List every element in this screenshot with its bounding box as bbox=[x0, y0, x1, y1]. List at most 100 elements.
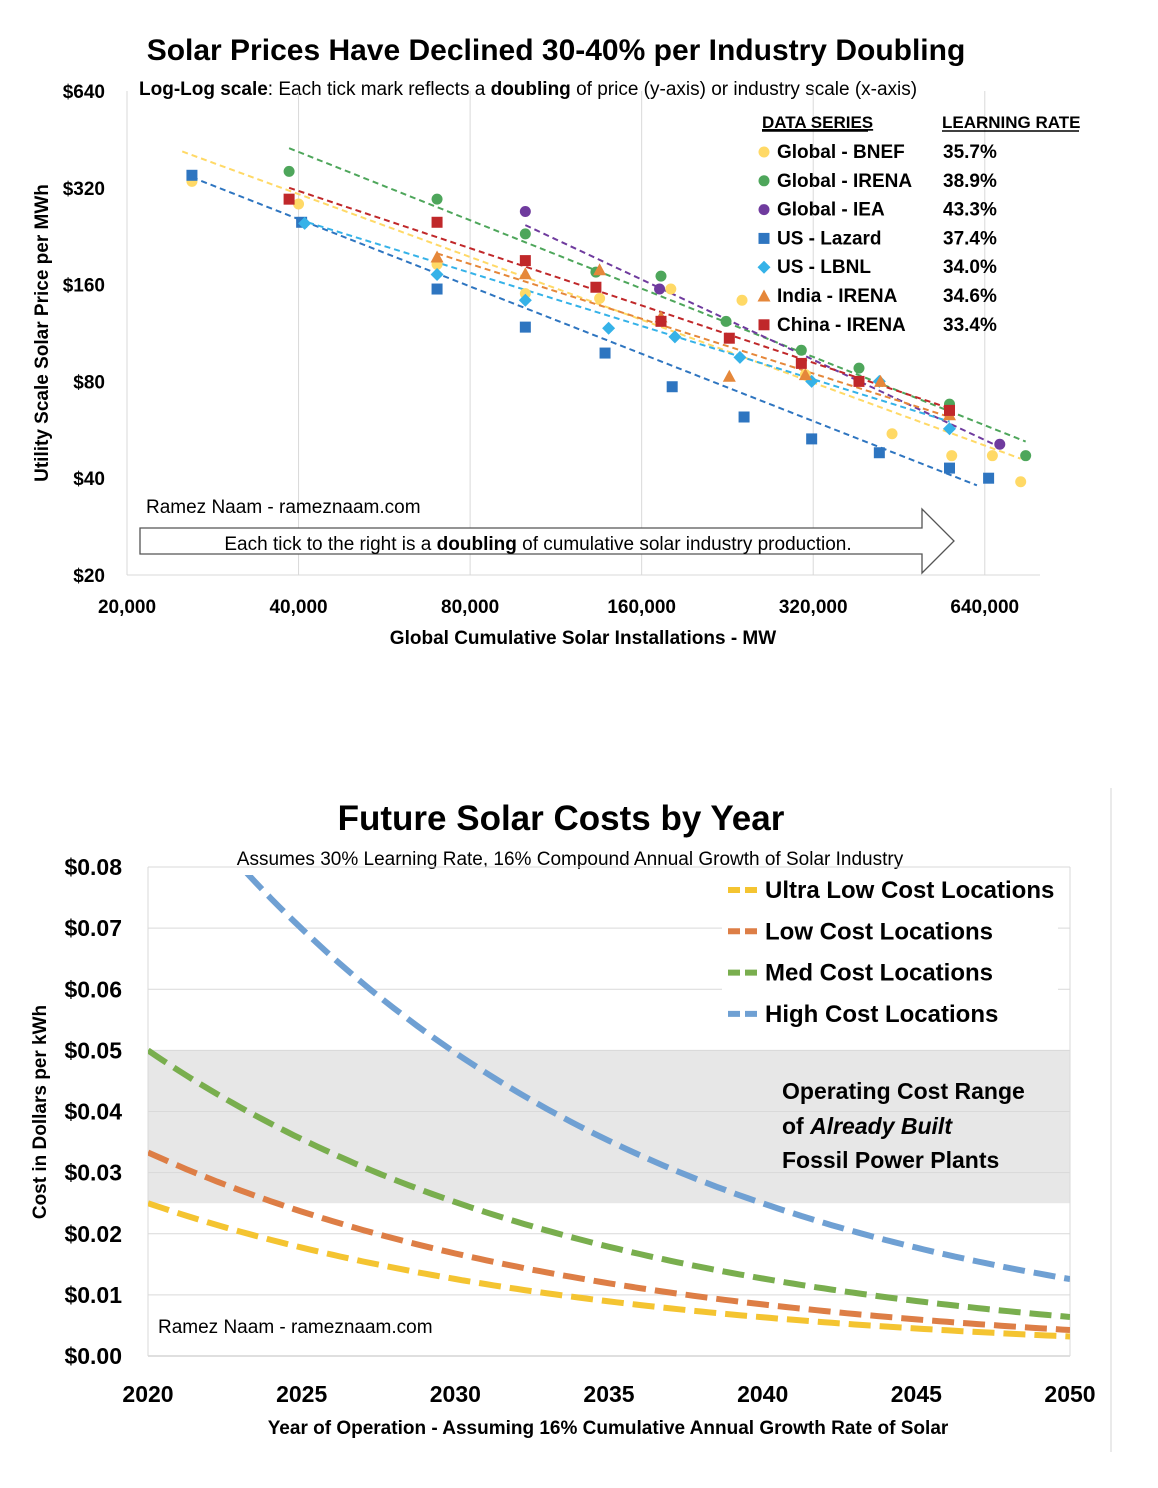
x-tick-label: 2020 bbox=[122, 1381, 173, 1407]
chart1-tick-labels: 20,000 40,000 80,000 160,000 320,000 640,000 $… bbox=[63, 82, 1019, 618]
chart1-x-axis-label: Global Cumulative Solar Installations - … bbox=[390, 628, 776, 649]
data-point bbox=[594, 292, 606, 304]
data-point bbox=[944, 404, 956, 416]
data-point bbox=[431, 283, 443, 295]
chart2-subtitle: Assumes 30% Learning Rate, 16% Compound … bbox=[237, 849, 904, 870]
legend-series-name: High Cost Locations bbox=[765, 1001, 998, 1028]
data-point bbox=[431, 193, 443, 205]
data-point bbox=[602, 321, 616, 335]
legend-series-name: Low Cost Locations bbox=[765, 918, 993, 945]
y-tick-label: $0.05 bbox=[64, 1037, 122, 1063]
data-point bbox=[186, 169, 198, 181]
data-point bbox=[519, 228, 531, 240]
data-point bbox=[655, 315, 667, 327]
x-tick-label: 2045 bbox=[891, 1381, 942, 1407]
x-tick-label: 2030 bbox=[430, 1381, 481, 1407]
x-tick-label: 40,000 bbox=[269, 597, 327, 618]
data-point bbox=[293, 198, 305, 210]
legend-series-name: Global - BNEF bbox=[777, 142, 905, 163]
data-point bbox=[795, 357, 807, 369]
legend-header-rate: LEARNING RATE bbox=[942, 113, 1081, 132]
legend-series-name: China - IRENA bbox=[777, 315, 906, 336]
chart1-data-points bbox=[186, 165, 1032, 488]
data-point bbox=[738, 411, 750, 423]
chart2-tick-labels: $0.00 $0.01 $0.02 $0.03 $0.04 $0.05 $0.06 $0.07… bbox=[64, 854, 1095, 1407]
chart2-legend-background bbox=[722, 872, 1058, 1040]
data-point bbox=[654, 283, 666, 295]
data-point bbox=[733, 350, 747, 364]
legend-marker bbox=[758, 232, 770, 244]
series-line bbox=[244, 875, 1070, 1283]
chart2-band-label: Operating Cost Range of Already Built Fo… bbox=[782, 1078, 1025, 1173]
trendline bbox=[181, 150, 1022, 460]
data-point bbox=[519, 288, 531, 300]
data-point bbox=[983, 472, 995, 484]
chart1-legend: DATA SERIES LEARNING RATE Global - BNEF 3… bbox=[757, 113, 1081, 336]
operating-cost-band bbox=[148, 1050, 1070, 1204]
band-label-line-1: Operating Cost Range bbox=[782, 1078, 1025, 1104]
x-tick-label: 20,000 bbox=[98, 597, 156, 618]
data-point bbox=[853, 375, 865, 387]
y-tick-label: $320 bbox=[63, 179, 105, 200]
legend-marker bbox=[757, 260, 771, 274]
data-point bbox=[665, 283, 677, 295]
data-point bbox=[806, 433, 818, 445]
y-tick-label: $40 bbox=[73, 469, 105, 490]
data-point bbox=[518, 293, 532, 307]
data-point bbox=[599, 347, 611, 359]
data-point bbox=[798, 368, 812, 381]
legend-series-name: US - Lazard bbox=[777, 228, 882, 249]
legend-marker bbox=[758, 204, 770, 216]
doubling-arrow-shape bbox=[139, 507, 955, 575]
y-tick-label: $80 bbox=[73, 372, 105, 393]
legend-series-name: Global - IRENA bbox=[777, 171, 912, 192]
legend-learning-rate: 34.6% bbox=[943, 286, 997, 307]
chart2-series-lines bbox=[148, 875, 1070, 1340]
y-tick-label: $160 bbox=[63, 276, 105, 297]
legend-header-series: DATA SERIES bbox=[762, 113, 873, 132]
chart2-title: Future Solar Costs by Year bbox=[338, 799, 785, 838]
chart1-credit: Ramez Naam - rameznaam.com bbox=[146, 497, 421, 518]
trendline bbox=[524, 224, 1001, 448]
data-point bbox=[720, 315, 732, 327]
data-point bbox=[723, 332, 735, 344]
band-label-line-2-a: of bbox=[782, 1113, 810, 1139]
data-point bbox=[873, 447, 885, 459]
legend-marker bbox=[758, 175, 770, 187]
data-point bbox=[666, 381, 678, 393]
chart1-doubling-arrow: Each tick to the right is a doubling of … bbox=[139, 507, 955, 575]
band-label-line-2-b: Already Built bbox=[809, 1113, 953, 1139]
x-tick-label: 2035 bbox=[583, 1381, 634, 1407]
x-tick-label: 2025 bbox=[276, 1381, 327, 1407]
legend-marker bbox=[757, 289, 771, 302]
legend-marker bbox=[758, 146, 770, 158]
doubling-arrow-text: Each tick to the right is a doubling of … bbox=[224, 534, 851, 555]
series-line bbox=[148, 1149, 1070, 1333]
x-tick-label: 2040 bbox=[737, 1381, 788, 1407]
data-point bbox=[994, 438, 1006, 450]
x-tick-label: 320,000 bbox=[779, 597, 848, 618]
chart1-title: Solar Prices Have Declined 30-40% per In… bbox=[147, 34, 966, 67]
chart2-operating-cost-band bbox=[148, 1050, 1070, 1204]
data-point bbox=[1015, 476, 1027, 488]
y-tick-label: $0.02 bbox=[64, 1221, 122, 1247]
series-line bbox=[148, 1200, 1070, 1340]
x-tick-label: 80,000 bbox=[441, 597, 499, 618]
legend-series-name: India - IRENA bbox=[777, 286, 898, 307]
data-point bbox=[283, 193, 295, 205]
data-point bbox=[668, 330, 682, 344]
y-tick-label: $0.06 bbox=[64, 976, 122, 1002]
legend-learning-rate: 33.4% bbox=[943, 315, 997, 336]
data-point bbox=[874, 374, 888, 387]
legend-series-name: Med Cost Locations bbox=[765, 960, 993, 987]
y-tick-label: $640 bbox=[63, 82, 105, 103]
y-tick-label: $0.07 bbox=[64, 915, 122, 941]
chart2-legend: Ultra Low Cost Locations Low Cost Locatio… bbox=[722, 872, 1058, 1040]
chart1-subtitle: Log-Log scale: Each tick mark reflects a… bbox=[139, 79, 917, 100]
x-tick-label: 2050 bbox=[1044, 1381, 1095, 1407]
data-point bbox=[593, 263, 607, 276]
data-point bbox=[1020, 450, 1032, 462]
chart2-y-axis-label: Cost in Dollars per kWh bbox=[30, 1005, 51, 1219]
data-point bbox=[655, 270, 667, 282]
data-point bbox=[722, 369, 736, 382]
